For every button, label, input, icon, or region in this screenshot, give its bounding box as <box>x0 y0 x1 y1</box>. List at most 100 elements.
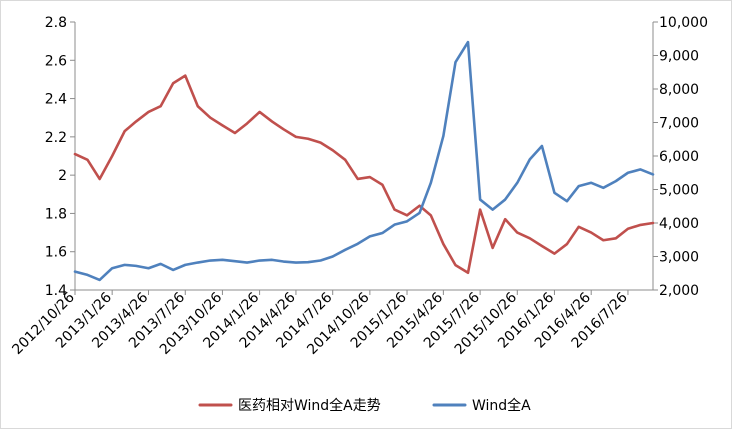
pharma-relative-data-point <box>529 237 531 240</box>
pharma-relative-data-point <box>258 111 261 113</box>
left-y-tick-label: 2.4 <box>45 92 67 108</box>
wind-all-a-data-point <box>234 260 236 262</box>
pharma-relative-data-point <box>393 208 396 211</box>
wind-all-a-data-point <box>307 261 309 263</box>
pharma-relative-data-point <box>86 159 89 161</box>
wind-all-a-data-point <box>98 279 101 281</box>
pharma-relative-data-point <box>602 239 605 242</box>
wind-all-a-data-point <box>246 261 248 264</box>
pharma-relative-data-point <box>491 247 494 249</box>
pharma-relative-data-point <box>135 120 137 123</box>
wind-all-a-data-point <box>516 182 519 184</box>
pharma-relative-data-point <box>356 178 359 180</box>
left-y-tick-label: 2.2 <box>45 130 67 146</box>
wind-all-a-data-point <box>504 198 506 201</box>
pharma-relative-data-point <box>344 159 347 161</box>
pharma-relative-data-point <box>430 214 432 217</box>
right-y-tick-label: 4,000 <box>659 216 699 232</box>
pharma-relative-data-point <box>271 120 273 123</box>
wind-all-a-data-point <box>86 274 89 276</box>
wind-all-a-series-line <box>73 40 655 282</box>
wind-all-a-data-point <box>319 259 322 262</box>
pharma-relative-data-point <box>234 132 236 134</box>
pharma-relative-data-point <box>652 222 654 224</box>
left-y-tick-label: 2.8 <box>45 15 67 31</box>
pharma-relative-data-point <box>209 116 212 119</box>
pharma-relative-data-point <box>627 227 629 230</box>
wind-all-a-data-point <box>467 41 469 43</box>
pharma-relative-data-point <box>566 243 568 245</box>
left-y-tick-label: 2.6 <box>45 53 67 69</box>
pharma-relative-data-point <box>553 252 556 255</box>
wind-all-a-data-point <box>541 145 543 147</box>
wind-all-a-data-point <box>615 180 617 182</box>
right-y-tick-label: 5,000 <box>659 183 699 199</box>
wind-all-a-data-point <box>172 269 174 271</box>
pharma-relative-data-point <box>615 237 617 240</box>
legend: 医药相对Wind全A走势 Wind全A <box>198 397 531 414</box>
wind-all-a-data-point <box>381 232 384 234</box>
legend-item-pharma-relative-label: 医药相对Wind全A走势 <box>238 397 381 414</box>
pharma-relative-data-point <box>319 141 322 144</box>
wind-all-a-data-point <box>184 264 187 266</box>
wind-all-a-data-point <box>491 208 494 211</box>
wind-all-a-data-point <box>135 265 137 267</box>
right-y-tick-label: 10,000 <box>659 15 708 31</box>
pharma-relative-data-point <box>282 128 285 130</box>
pharma-relative-data-point <box>295 136 297 138</box>
pharma-relative-data-point <box>307 137 309 140</box>
left-y-tick-label: 1.8 <box>45 206 67 222</box>
wind-all-a-data-point <box>295 261 297 264</box>
pharma-relative-data-point <box>442 243 445 245</box>
pharma-relative-data-point <box>381 183 384 186</box>
wind-all-a-data-point <box>111 267 113 270</box>
wind-all-a-data-point <box>74 270 76 273</box>
pharma-relative-data-point <box>147 111 150 113</box>
pharma-relative-data-point <box>184 74 187 77</box>
pharma-relative-data-point <box>331 149 334 152</box>
wind-all-a-data-point <box>159 263 162 265</box>
wind-all-a-data-point <box>479 198 481 201</box>
wind-all-a-data-point <box>639 168 642 171</box>
pharma-relative-data-point <box>516 231 519 234</box>
right-y-tick-label: 3,000 <box>659 250 699 266</box>
pharma-relative-data-point <box>454 264 457 266</box>
wind-all-a-data-point <box>344 249 347 251</box>
right-y-tick-label: 6,000 <box>659 149 699 165</box>
wind-all-a-data-point <box>454 61 457 63</box>
pharma-relative-data-point <box>98 178 101 180</box>
wind-all-a-data-point <box>369 235 371 238</box>
left-y-tick-label: 1.6 <box>45 245 67 261</box>
series-layer <box>73 40 655 282</box>
pharma-relative-data-point <box>369 176 371 178</box>
pharma-relative-data-point <box>504 218 506 220</box>
wind-all-a-data-point <box>418 212 421 214</box>
pharma-relative-data-point <box>123 130 126 132</box>
pharma-relative-data-point <box>541 245 543 247</box>
wind-all-a-data-point <box>123 264 126 266</box>
wind-all-a-data-point <box>331 255 334 258</box>
pharma-relative-data-point <box>418 204 421 207</box>
wind-all-a-data-point <box>442 135 445 137</box>
wind-all-a-data-point <box>406 220 408 223</box>
pharma-relative-data-point <box>590 231 592 234</box>
wind-all-a-data-point <box>590 182 592 184</box>
wind-all-a-data-point <box>577 185 580 187</box>
right-y-tick-label: 7,000 <box>659 116 699 132</box>
wind-all-a-data-point <box>147 267 150 270</box>
pharma-relative-data-point <box>639 224 642 226</box>
pharma-relative-data-point <box>479 208 481 211</box>
wind-all-a-data-point <box>393 223 396 226</box>
wind-all-a-data-point <box>221 259 224 261</box>
right-y-tick-label: 2,000 <box>659 283 699 299</box>
pharma-relative-data-point <box>196 105 199 108</box>
wind-all-a-data-point <box>553 192 556 194</box>
wind-all-a-data-point <box>529 158 531 161</box>
wind-all-a-data-point <box>282 260 285 263</box>
right-y-tick-label: 9,000 <box>659 49 699 65</box>
pharma-relative-data-point <box>172 82 174 85</box>
wind-all-a-data-point <box>602 187 605 189</box>
wind-all-a-data-point <box>430 182 432 184</box>
pharma-relative-data-point <box>577 226 580 228</box>
